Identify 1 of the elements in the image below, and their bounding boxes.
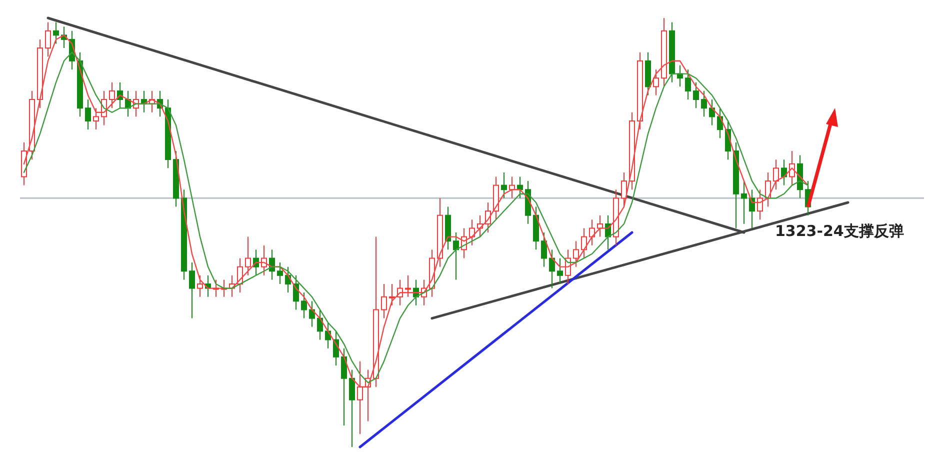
annotation: 1323-24支撑反弹	[775, 222, 904, 240]
